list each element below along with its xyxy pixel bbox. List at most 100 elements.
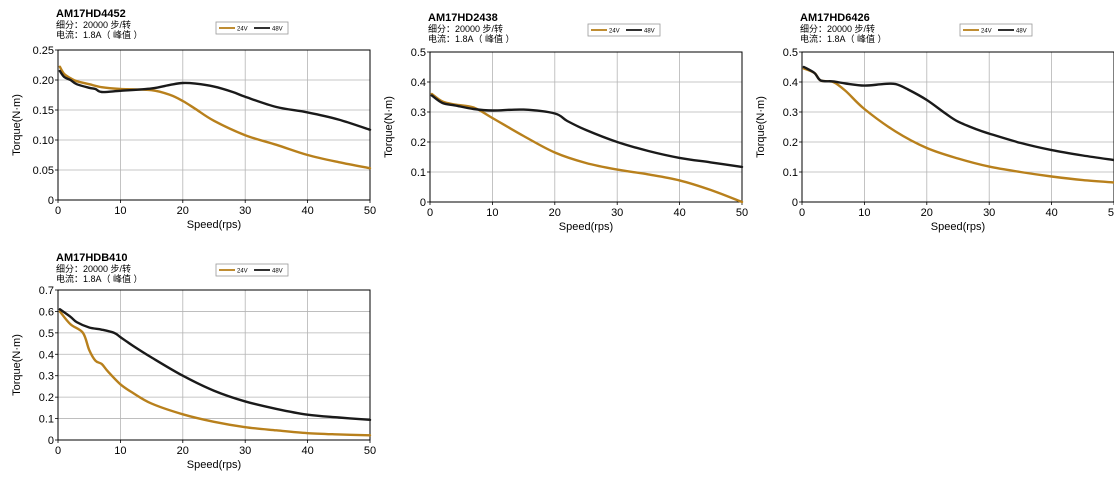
- legend-label-48v: 48V: [644, 28, 655, 34]
- legend-label-48v: 48V: [1016, 28, 1027, 34]
- chart-title: AM17HD4452: [56, 8, 126, 20]
- x-axis-label: Speed(rps): [559, 221, 613, 233]
- x-tick-label: 20: [177, 205, 189, 217]
- chart-subtitle-line: 电流：1.8A（ 峰值 ）: [428, 33, 515, 44]
- y-tick-label: 0.3: [783, 107, 798, 119]
- y-axis-label: Torque(N·m): [11, 334, 23, 396]
- y-tick-label: 0: [48, 435, 54, 447]
- x-tick-label: 20: [549, 207, 561, 219]
- x-tick-label: 30: [611, 207, 623, 219]
- series-line-48v: [802, 65, 1114, 162]
- legend-frame: [215, 263, 289, 277]
- x-tick-label: 20: [177, 445, 189, 457]
- series-line-24v: [58, 310, 372, 437]
- legend-label-24v: 24V: [609, 28, 620, 34]
- chart-legend: 24V 48V: [215, 21, 289, 35]
- series-line-48v: [58, 69, 372, 131]
- torque-chart-am17hd6426: AM17HD6426 细分：20000 步/转 电流：1.8A（ 峰值 ） 24V 48…: [744, 4, 1114, 244]
- y-tick-label: 0.10: [33, 135, 54, 147]
- x-tick-label: 40: [1045, 207, 1057, 219]
- legend-frame: [587, 23, 661, 37]
- x-tick-label: 0: [799, 207, 805, 219]
- plot-frame: [57, 49, 371, 201]
- x-tick-label: 30: [983, 207, 995, 219]
- x-axis-label: Speed(rps): [931, 221, 985, 233]
- y-tick-label: 0.15: [33, 105, 54, 117]
- x-tick-label: 40: [301, 205, 313, 217]
- y-tick-label: 0: [420, 197, 426, 209]
- x-axis-label: Speed(rps): [187, 219, 241, 231]
- chart-subtitle-line: 细分：20000 步/转: [800, 23, 875, 34]
- y-tick-label: 0.4: [783, 77, 798, 89]
- y-tick-label: 0.2: [411, 137, 426, 149]
- chart-legend: 24V 48V: [587, 23, 661, 37]
- y-tick-label: 0.1: [39, 414, 54, 426]
- y-tick-label: 0.2: [39, 392, 54, 404]
- series-line-24v: [58, 65, 372, 170]
- y-tick-label: 0.05: [33, 165, 54, 177]
- legend-frame: [215, 21, 289, 35]
- legend-label-48v: 48V: [272, 26, 283, 32]
- x-tick-label: 30: [239, 205, 251, 217]
- chart-subtitle-line: 细分：20000 步/转: [56, 263, 131, 274]
- chart-title: AM17HD2438: [428, 12, 498, 24]
- torque-chart-am17hd4452: AM17HD4452 细分：20000 步/转 电流：1.8A（ 峰值 ） 24V 48…: [0, 0, 380, 240]
- legend-label-24v: 24V: [237, 26, 248, 32]
- y-tick-label: 0.3: [39, 371, 54, 383]
- torque-chart-am17hd2438: AM17HD2438 细分：20000 步/转 电流：1.8A（ 峰值 ） 24V 48…: [372, 4, 752, 244]
- plot-frame: [801, 51, 1114, 203]
- x-tick-label: 50: [736, 207, 748, 219]
- y-tick-label: 0.25: [33, 45, 54, 57]
- plot-frame: [429, 51, 743, 203]
- chart-title: AM17HDB410: [56, 252, 128, 264]
- chart-legend: 24V 48V: [959, 23, 1033, 37]
- y-tick-label: 0.4: [411, 77, 426, 89]
- y-axis-label: Torque(N·m): [383, 96, 395, 158]
- x-tick-label: 40: [301, 445, 313, 457]
- legend-label-24v: 24V: [237, 268, 248, 274]
- y-tick-label: 0.4: [39, 349, 54, 361]
- chart-legend: 24V 48V: [215, 263, 289, 277]
- x-tick-label: 20: [921, 207, 933, 219]
- x-tick-label: 10: [114, 445, 126, 457]
- chart-subtitle-line: 电流：1.8A（ 峰值 ）: [56, 273, 143, 284]
- x-tick-label: 30: [239, 445, 251, 457]
- y-tick-label: 0.3: [411, 107, 426, 119]
- y-tick-label: 0.20: [33, 75, 54, 87]
- y-tick-label: 0.2: [783, 137, 798, 149]
- x-axis-label: Speed(rps): [187, 459, 241, 471]
- y-tick-label: 0.6: [39, 306, 54, 318]
- x-tick-label: 50: [364, 445, 376, 457]
- x-tick-label: 0: [55, 205, 61, 217]
- plot-frame: [57, 289, 371, 441]
- y-axis-label: Torque(N·m): [755, 96, 767, 158]
- x-tick-label: 10: [114, 205, 126, 217]
- y-tick-label: 0: [48, 195, 54, 207]
- x-tick-label: 10: [486, 207, 498, 219]
- chart-subtitle-line: 电流：1.8A（ 峰值 ）: [56, 29, 143, 40]
- series-line-48v: [430, 94, 744, 169]
- x-tick-label: 10: [858, 207, 870, 219]
- x-tick-label: 50: [1108, 207, 1114, 219]
- series-line-24v: [802, 67, 1114, 184]
- chart-title: AM17HD6426: [800, 12, 870, 24]
- y-tick-label: 0.7: [39, 285, 54, 297]
- y-tick-label: 0.5: [411, 47, 426, 59]
- chart-subtitle-line: 细分：20000 步/转: [56, 19, 131, 30]
- series-line-48v: [58, 308, 372, 422]
- x-tick-label: 0: [55, 445, 61, 457]
- x-tick-label: 50: [364, 205, 376, 217]
- y-tick-label: 0.1: [783, 167, 798, 179]
- y-tick-label: 0.1: [411, 167, 426, 179]
- x-tick-label: 40: [673, 207, 685, 219]
- x-tick-label: 0: [427, 207, 433, 219]
- y-axis-label: Torque(N·m): [11, 94, 23, 156]
- legend-label-48v: 48V: [272, 268, 283, 274]
- legend-label-24v: 24V: [981, 28, 992, 34]
- chart-subtitle-line: 细分：20000 步/转: [428, 23, 503, 34]
- y-tick-label: 0.5: [39, 328, 54, 340]
